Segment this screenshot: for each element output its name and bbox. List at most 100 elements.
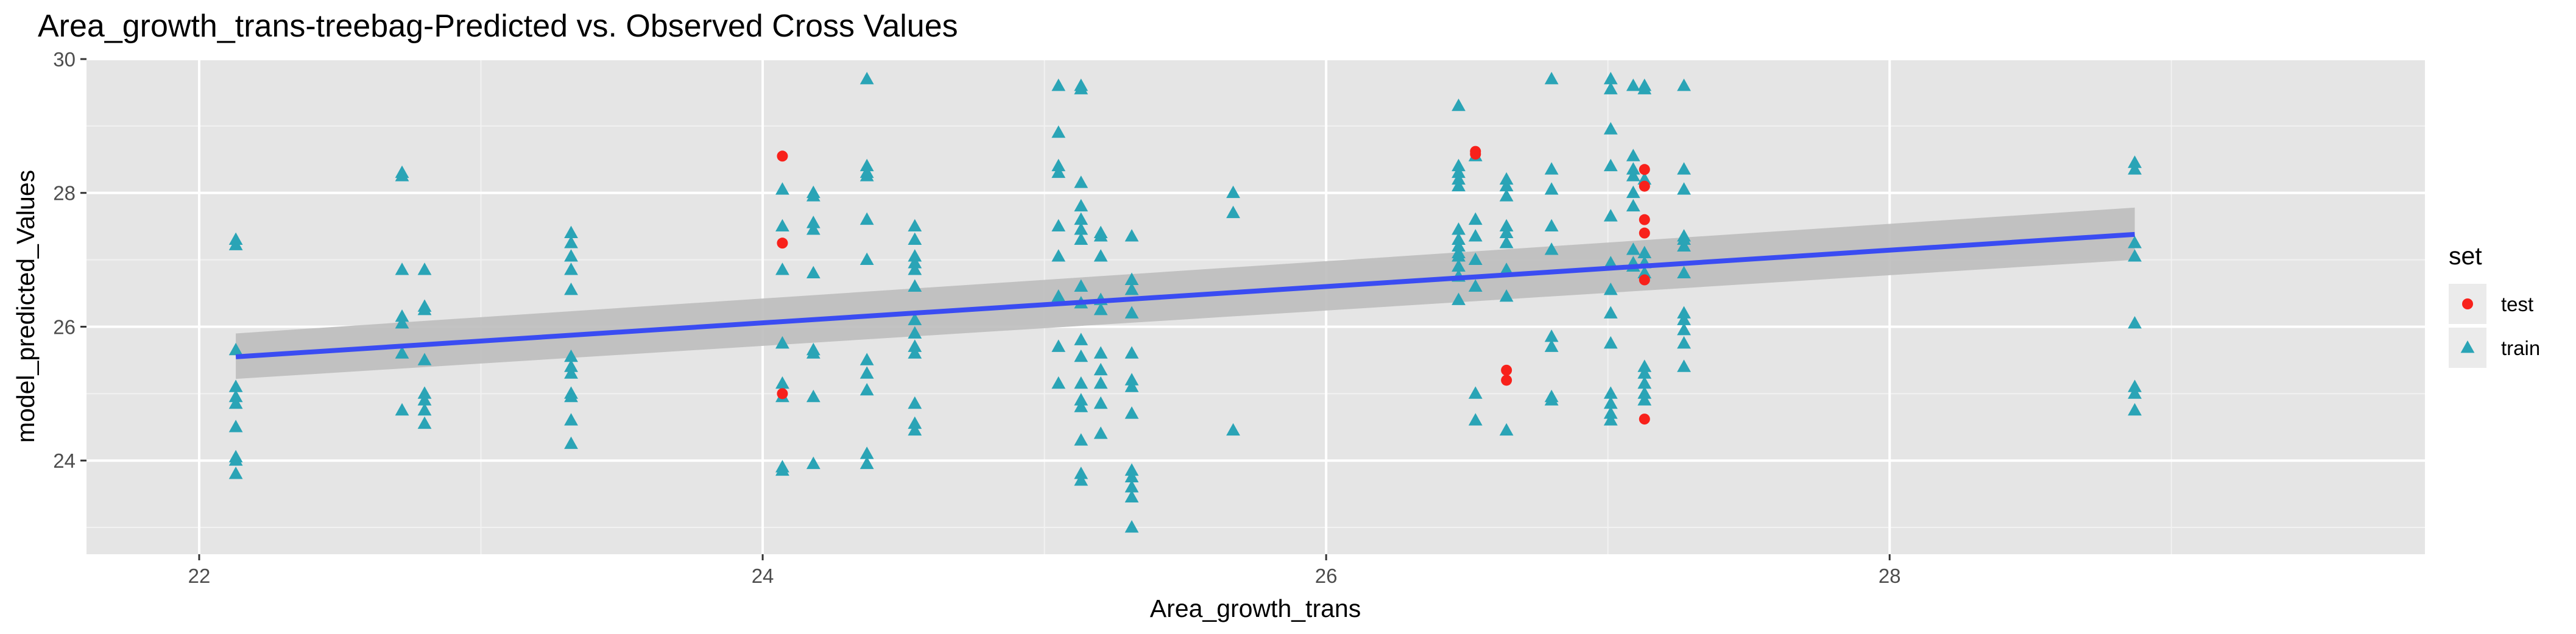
- train-point: [1093, 302, 1108, 315]
- train-point: [1452, 165, 1466, 178]
- test-point: [1501, 375, 1512, 386]
- train-point: [1051, 125, 1066, 138]
- train-point: [775, 182, 789, 195]
- train-point: [417, 403, 432, 416]
- train-point: [1124, 373, 1139, 386]
- train-point: [859, 158, 874, 172]
- train-point: [1499, 262, 1514, 275]
- train-point: [1124, 283, 1139, 295]
- train-point: [564, 389, 578, 403]
- train-point: [859, 169, 874, 181]
- train-point: [1124, 306, 1139, 319]
- train-point: [1544, 329, 1559, 342]
- train-point: [564, 262, 578, 275]
- train-point: [1677, 336, 1691, 349]
- train-point: [908, 279, 922, 292]
- train-point: [564, 236, 578, 248]
- train-point: [228, 396, 243, 409]
- test-point: [1639, 227, 1650, 239]
- train-point: [2128, 315, 2142, 329]
- train-point: [1074, 376, 1089, 389]
- train-point: [1124, 229, 1139, 242]
- train-point: [1093, 346, 1108, 359]
- train-point: [1051, 289, 1066, 302]
- train-point: [1603, 71, 1618, 85]
- train-point: [775, 219, 789, 232]
- y-tick-label: 30: [53, 48, 76, 71]
- y-tick-label: 28: [53, 182, 76, 205]
- train-point: [1124, 520, 1139, 533]
- train-point: [1074, 279, 1089, 292]
- train-point: [1544, 339, 1559, 352]
- legend: set test train: [2449, 242, 2540, 368]
- train-point: [228, 420, 243, 432]
- train-point: [417, 353, 432, 365]
- train-point: [1452, 222, 1466, 235]
- train-point: [1124, 490, 1139, 503]
- train-point: [1626, 169, 1640, 181]
- train-point: [1603, 122, 1618, 135]
- train-point: [1452, 292, 1466, 305]
- train-point: [1637, 245, 1652, 259]
- train-point: [228, 389, 243, 403]
- train-point: [395, 262, 409, 275]
- chart-title: Area_growth_trans-treebag-Predicted vs. …: [38, 9, 958, 44]
- axes: 22 24 26 28 24 26 28 30: [53, 48, 1900, 587]
- train-point: [1093, 396, 1108, 409]
- train-point: [228, 342, 243, 356]
- train-point: [1603, 413, 1618, 426]
- train-point: [1677, 239, 1691, 252]
- train-point: [1452, 239, 1466, 252]
- train-point: [1603, 386, 1618, 399]
- train-point: [859, 446, 874, 459]
- train-point: [806, 389, 820, 403]
- train-point: [1074, 232, 1089, 245]
- y-tick-label: 26: [53, 315, 76, 338]
- train-point: [1452, 249, 1466, 262]
- train-point: [1074, 433, 1089, 446]
- train-point: [395, 403, 409, 416]
- train-point: [908, 346, 922, 359]
- train-point: [775, 262, 789, 275]
- train-point: [908, 232, 922, 245]
- test-point: [1639, 214, 1650, 225]
- train-point: [1093, 362, 1108, 376]
- train-point: [1499, 225, 1514, 239]
- train-point: [1603, 256, 1618, 269]
- train-point: [1637, 359, 1652, 372]
- train-point: [1124, 480, 1139, 493]
- train-point: [908, 416, 922, 429]
- train-point: [417, 416, 432, 429]
- train-point: [806, 189, 820, 202]
- train-point: [1124, 379, 1139, 392]
- train-point: [1468, 252, 1483, 265]
- train-point: [1074, 222, 1089, 235]
- train-point: [1499, 178, 1514, 192]
- train-point: [1626, 78, 1640, 91]
- train-point: [1226, 185, 1240, 199]
- train-point: [1603, 209, 1618, 222]
- train-point: [1093, 376, 1108, 389]
- test-point: [1501, 364, 1512, 376]
- train-point: [775, 463, 789, 476]
- train-point: [1677, 78, 1691, 91]
- y-axis-title: model_predicted_Values: [12, 170, 40, 443]
- train-point: [908, 262, 922, 275]
- train-point: [1051, 376, 1066, 389]
- legend-symbol-test: [2462, 298, 2473, 309]
- train-point: [1544, 182, 1559, 195]
- train-point: [1468, 229, 1483, 242]
- train-point: [1093, 249, 1108, 262]
- train-point: [806, 216, 820, 228]
- train-point: [1637, 172, 1652, 185]
- train-point: [908, 339, 922, 352]
- train-point: [417, 302, 432, 315]
- train-point: [806, 346, 820, 359]
- train-point: [1499, 289, 1514, 302]
- test-point: [777, 238, 788, 249]
- trend-line: [235, 231, 2135, 359]
- train-point: [1093, 229, 1108, 242]
- train-point: [1677, 322, 1691, 336]
- train-point: [1452, 158, 1466, 172]
